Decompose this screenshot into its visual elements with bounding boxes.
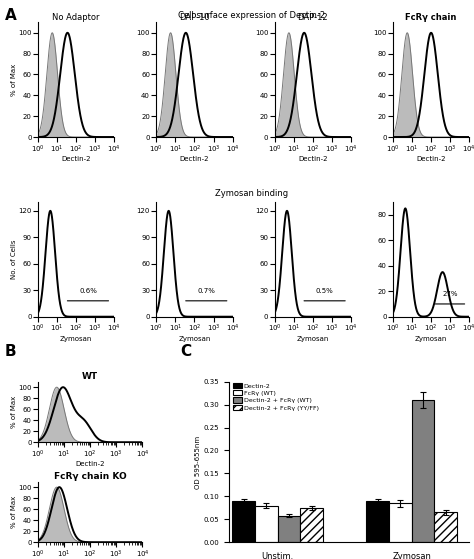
Text: C: C <box>180 344 191 359</box>
Bar <box>412 400 434 542</box>
Legend: Dectin-2, FcRγ (WT), Dectin-2 + FcRγ (WT), Dectin-2 + FcRγ (YY/FF): Dectin-2, FcRγ (WT), Dectin-2 + FcRγ (WT… <box>232 382 320 412</box>
Text: Zymosan binding: Zymosan binding <box>215 190 288 198</box>
Text: 0.6%: 0.6% <box>79 288 97 294</box>
Title: WT: WT <box>82 372 98 381</box>
Bar <box>232 501 255 542</box>
X-axis label: Dectin-2: Dectin-2 <box>180 156 209 162</box>
Title: DAP-10: DAP-10 <box>179 13 210 22</box>
Y-axis label: % of Max: % of Max <box>11 496 17 528</box>
Bar <box>278 515 300 542</box>
Y-axis label: % of Max: % of Max <box>11 64 17 96</box>
X-axis label: Zymosan: Zymosan <box>178 335 210 342</box>
Y-axis label: OD 595-655nm: OD 595-655nm <box>194 435 201 489</box>
X-axis label: Zymosan: Zymosan <box>297 335 329 342</box>
Text: 0.5%: 0.5% <box>316 288 334 294</box>
X-axis label: Dectin-2: Dectin-2 <box>298 156 328 162</box>
Bar <box>389 503 412 542</box>
Title: FcRγ chain KO: FcRγ chain KO <box>54 472 127 481</box>
Text: 0.7%: 0.7% <box>197 288 215 294</box>
Bar <box>255 505 278 542</box>
X-axis label: Zymosan: Zymosan <box>60 335 92 342</box>
Title: No Adaptor: No Adaptor <box>52 13 100 22</box>
Bar <box>366 501 389 542</box>
Bar <box>434 513 457 542</box>
Y-axis label: No. of Cells: No. of Cells <box>11 240 17 279</box>
X-axis label: Dectin-2: Dectin-2 <box>75 461 105 467</box>
Bar <box>300 508 323 542</box>
Text: Cell surface expression of Dectin-2: Cell surface expression of Dectin-2 <box>178 11 325 20</box>
Text: A: A <box>5 8 17 23</box>
X-axis label: Dectin-2: Dectin-2 <box>416 156 446 162</box>
X-axis label: Zymosan: Zymosan <box>415 335 447 342</box>
X-axis label: Dectin-2: Dectin-2 <box>61 156 91 162</box>
Y-axis label: % of Max: % of Max <box>11 396 17 428</box>
Title: DAP-12: DAP-12 <box>298 13 328 22</box>
Text: 27%: 27% <box>442 291 458 297</box>
Title: FcRγ chain: FcRγ chain <box>405 13 457 22</box>
Text: B: B <box>5 344 17 359</box>
